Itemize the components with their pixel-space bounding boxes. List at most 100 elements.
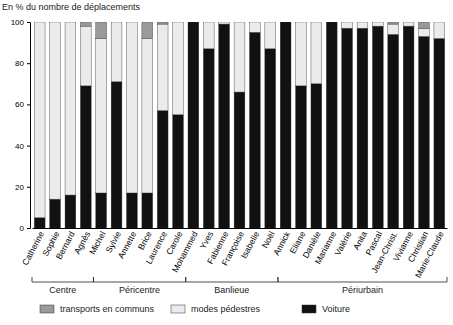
bar — [111, 22, 122, 82]
series — [34, 22, 444, 228]
bar — [296, 86, 307, 228]
bar — [157, 24, 168, 111]
bar — [157, 111, 168, 228]
chart: En % du nombre de déplacements0204060801… — [0, 0, 453, 325]
bar — [65, 195, 76, 228]
bar — [342, 22, 353, 28]
bar — [188, 22, 199, 23]
tick-label: Mohammed — [170, 229, 200, 274]
bar — [50, 22, 61, 199]
tick: 80 — [15, 59, 30, 68]
bar — [296, 22, 307, 86]
legend-label: transports en communs — [60, 304, 155, 314]
tick-mark — [27, 187, 30, 188]
tick-label: Annette — [116, 229, 139, 260]
bar — [372, 22, 383, 26]
tick-label: Valérie — [333, 229, 354, 257]
bar — [50, 199, 61, 228]
bar — [34, 218, 45, 228]
tick-label: 0 — [20, 224, 25, 233]
group-bracket — [278, 277, 447, 282]
bar — [173, 22, 184, 23]
bar — [127, 22, 138, 23]
bar — [203, 22, 214, 23]
groups: CentrePéricentreBanlieuePériurbain — [32, 277, 447, 295]
bar — [142, 193, 153, 228]
bar — [357, 22, 368, 23]
bar — [342, 22, 353, 23]
bar — [203, 49, 214, 228]
bar — [280, 22, 291, 228]
plot-area — [34, 22, 444, 228]
bar — [326, 22, 337, 228]
bar — [357, 22, 368, 28]
series — [80, 22, 429, 38]
bar — [265, 49, 276, 228]
tick: 100 — [11, 18, 30, 27]
tick-label: Bernard — [54, 229, 77, 261]
bar — [157, 22, 168, 24]
tick-mark — [27, 63, 30, 64]
bar — [342, 28, 353, 228]
bar — [96, 193, 107, 228]
tick-mark — [27, 228, 30, 229]
group-label: Centre — [49, 285, 76, 295]
tick-label: Annick — [271, 229, 292, 257]
bar — [34, 22, 45, 218]
tick-label: 100 — [11, 18, 25, 27]
bar — [234, 92, 245, 228]
bar — [80, 26, 91, 86]
tick-mark — [27, 104, 30, 105]
legend-label: modes pédestres — [191, 304, 261, 314]
bar — [419, 22, 430, 28]
tick: 0 — [20, 224, 30, 233]
bar — [80, 22, 91, 26]
legend-swatch — [171, 305, 185, 313]
tick-label: 60 — [15, 100, 24, 109]
bar — [127, 193, 138, 228]
bar — [280, 22, 291, 23]
bar — [311, 22, 322, 84]
bar — [173, 115, 184, 228]
bar — [372, 22, 383, 23]
bar — [434, 22, 445, 23]
group-bracket — [186, 277, 278, 282]
bar — [265, 22, 276, 49]
y-axis: 020406080100 — [11, 18, 31, 233]
bar — [326, 22, 337, 23]
legend-label: Voiture — [322, 304, 350, 314]
bar — [34, 22, 45, 23]
bar — [403, 22, 414, 23]
group-label: Péricentre — [119, 285, 160, 295]
tick-mark — [27, 146, 30, 147]
tick: 40 — [15, 142, 30, 151]
bar — [296, 22, 307, 23]
legend-swatch — [40, 305, 54, 313]
bar — [234, 22, 245, 92]
bar — [203, 22, 214, 49]
legend-swatch — [302, 305, 316, 313]
bar — [434, 38, 445, 228]
tick: Michel — [87, 228, 107, 256]
bar — [127, 22, 138, 193]
bar — [372, 26, 383, 228]
tick-label: Isabelle — [239, 229, 262, 260]
y-axis-title: En % du nombre de déplacements — [2, 2, 141, 12]
bar — [234, 22, 245, 23]
x-axis: CatherineSophieBernardAgnèsMichelSylvieA… — [20, 228, 448, 279]
bar — [219, 22, 230, 23]
bar — [65, 22, 76, 23]
tick-label: 80 — [15, 59, 24, 68]
tick-label: 40 — [15, 142, 24, 151]
group-label: Périurbain — [342, 285, 383, 295]
bar — [357, 28, 368, 228]
tick-mark — [27, 22, 30, 23]
bar — [173, 22, 184, 115]
bar — [219, 24, 230, 228]
bar — [111, 22, 122, 23]
bar — [280, 22, 291, 23]
bar — [142, 22, 153, 38]
bar — [249, 32, 260, 228]
bar — [188, 22, 199, 228]
bar — [311, 84, 322, 228]
